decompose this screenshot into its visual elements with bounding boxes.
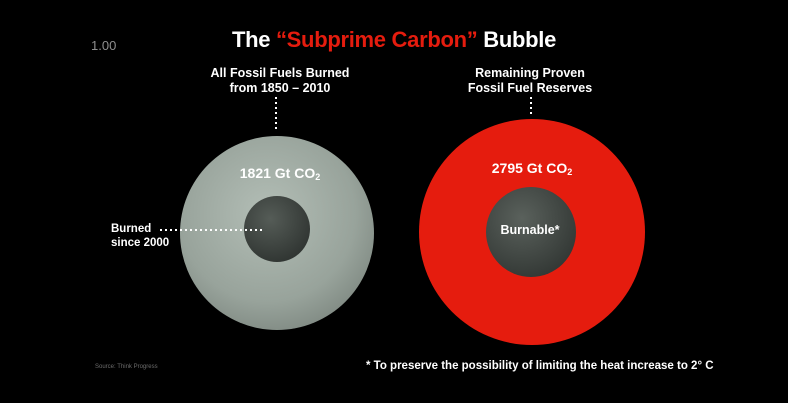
left-value-subscript: 2 [315, 172, 321, 182]
source-credit: Source: Think Progress [95, 364, 158, 370]
burned-since-2000-circle [244, 196, 310, 262]
left-caption-line1: All Fossil Fuels Burned [210, 66, 350, 80]
right-caption-line1: Remaining Proven [475, 66, 585, 80]
right-value-main: 2795 Gt CO [491, 160, 568, 176]
title-prefix: The [231, 27, 276, 52]
burnable-circle [486, 187, 576, 277]
right-caption: Remaining Proven Fossil Fuel Reserves [430, 66, 630, 96]
slide-number: 1.00 [91, 38, 117, 53]
title-highlight: “Subprime Carbon” [275, 27, 478, 52]
right-value-label: 2795 Gt CO2 [452, 160, 612, 177]
left-value-label: 1821 Gt CO2 [200, 165, 360, 182]
left-value-main: 1821 Gt CO [239, 165, 316, 181]
slide-title: The “Subprime Carbon” Bubble [0, 27, 788, 53]
burned-since-2000-label: Burned since 2000 [111, 222, 169, 250]
left-caption-line2: from 1850 – 2010 [229, 81, 331, 95]
burnable-label: Burnable* [500, 223, 560, 237]
footnote: * To preserve the possibility of limitin… [366, 360, 714, 372]
side-label-line2: since 2000 [111, 237, 170, 249]
right-value-subscript: 2 [567, 167, 573, 177]
right-caption-line2: Fossil Fuel Reserves [467, 81, 593, 95]
left-caption: All Fossil Fuels Burned from 1850 – 2010 [180, 66, 380, 96]
title-suffix: Bubble [477, 27, 557, 52]
side-label-line1: Burned [111, 223, 152, 235]
